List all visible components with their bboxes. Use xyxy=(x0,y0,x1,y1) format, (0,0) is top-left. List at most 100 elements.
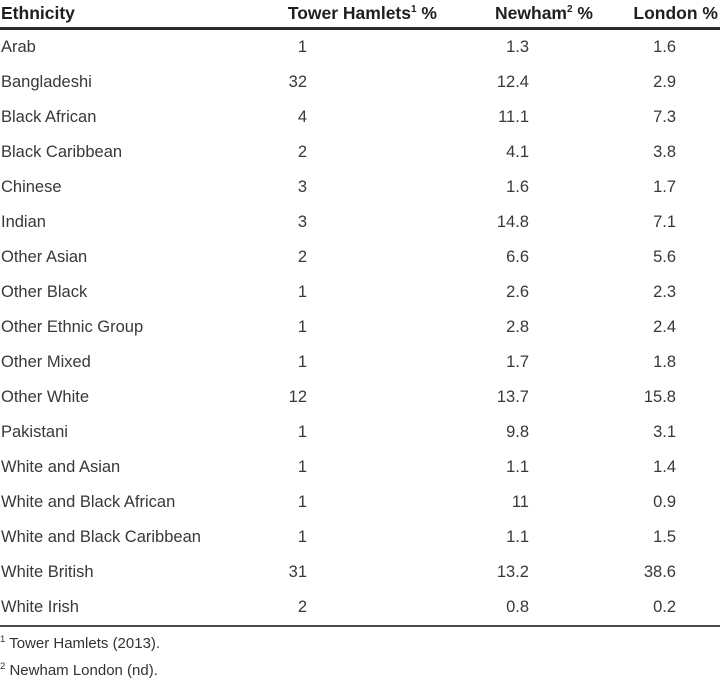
newham-value-cell: 1.3 xyxy=(506,38,529,56)
footnote-newham: 2 Newham London (nd). xyxy=(0,661,720,681)
london-value-cell: 5.6 xyxy=(653,248,676,266)
tower-hamlets-value-cell: 32 xyxy=(288,73,307,91)
table-row: White British 31 13.2 38.6 xyxy=(0,555,720,590)
table-row: Other Asian 2 6.6 5.6 xyxy=(0,240,720,275)
newham-value-cell: 6.6 xyxy=(506,248,529,266)
ethnicity-cell: Pakistani xyxy=(1,423,68,441)
newham-value-cell: 0.8 xyxy=(437,590,593,627)
london-value-cell: 15.8 xyxy=(643,388,676,406)
col-header-london: London % xyxy=(593,0,720,30)
footnote-1-text: Tower Hamlets (2013). xyxy=(9,635,161,652)
col-header-tower-hamlets-label: Tower Hamlets xyxy=(287,3,411,23)
tower-hamlets-value-cell: 1 xyxy=(297,528,307,546)
london-value-cell: 1.7 xyxy=(653,178,676,196)
ethnicity-cell: Other Asian xyxy=(1,248,88,266)
table-row: Other Ethnic Group 1 2.8 2.4 xyxy=(0,310,720,345)
footnote-2-text: Newham London (nd). xyxy=(9,662,158,679)
tower-hamlets-value-cell: 1 xyxy=(297,38,307,56)
col-header-london-suffix: % xyxy=(697,3,718,23)
ethnicity-cell: Other Ethnic Group xyxy=(1,318,144,336)
london-value-cell: 1.4 xyxy=(653,458,676,476)
tower-hamlets-value-cell: 12 xyxy=(288,388,307,406)
newham-value-cell: 1.1 xyxy=(506,458,529,476)
col-header-newham-label: Newham xyxy=(495,3,567,23)
tower-hamlets-value-cell: 1 xyxy=(297,458,307,476)
tower-hamlets-value-cell: 4 xyxy=(297,108,307,126)
london-value-cell: 3.1 xyxy=(653,423,676,441)
table-row: Black African 4 11.1 7.3 xyxy=(0,100,720,135)
newham-value-cell: 1.6 xyxy=(506,178,529,196)
newham-value-cell: 13.7 xyxy=(496,388,529,406)
table-row: Bangladeshi 32 12.4 2.9 xyxy=(0,65,720,100)
newham-value-cell: 12.4 xyxy=(496,73,529,91)
header-footnote-marker-1: 1 xyxy=(411,4,417,16)
col-header-newham: Newham2 % xyxy=(437,0,593,30)
ethnicity-cell: White and Black Caribbean xyxy=(1,528,201,546)
newham-value-cell: 2.6 xyxy=(506,283,529,301)
header-footnote-marker-2: 2 xyxy=(567,4,573,16)
table-row: Other Mixed 1 1.7 1.8 xyxy=(0,345,720,380)
london-value-cell: 38.6 xyxy=(643,563,676,581)
tower-hamlets-value-cell: 1 xyxy=(297,493,307,511)
table-row: Black Caribbean 2 4.1 3.8 xyxy=(0,135,720,170)
table-row: White and Asian 1 1.1 1.4 xyxy=(0,450,720,485)
newham-value-cell: 1.1 xyxy=(506,528,529,546)
newham-value-cell: 11.1 xyxy=(498,108,529,126)
ethnicity-cell: White and Asian xyxy=(1,458,121,476)
newham-value-cell: 13.2 xyxy=(496,563,529,581)
newham-value-cell: 9.8 xyxy=(506,423,529,441)
tower-hamlets-value-cell: 31 xyxy=(288,563,307,581)
tower-hamlets-value-cell: 1 xyxy=(297,318,307,336)
ethnicity-cell: Other Mixed xyxy=(1,353,91,371)
ethnicity-cell: White British xyxy=(1,563,94,581)
col-header-london-label: London xyxy=(633,3,698,23)
col-header-ethnicity: Ethnicity xyxy=(0,0,250,30)
london-value-cell: 7.1 xyxy=(653,213,676,231)
ethnicity-cell: Arab xyxy=(1,38,36,56)
london-value-cell: 2.9 xyxy=(653,73,676,91)
london-value-cell: 7.3 xyxy=(653,108,676,126)
newham-value-cell: 1.7 xyxy=(506,353,529,371)
tower-hamlets-value-cell: 1 xyxy=(297,423,307,441)
newham-value-cell: 2.8 xyxy=(506,318,529,336)
ethnicity-table: Ethnicity Tower Hamlets1 % Newham2 % Lon… xyxy=(0,0,720,627)
london-value-cell: 1.8 xyxy=(653,353,676,371)
ethnicity-cell: Black African xyxy=(1,108,97,126)
table-row: Other White 12 13.7 15.8 xyxy=(0,380,720,415)
ethnicity-cell: White and Black African xyxy=(1,493,176,511)
ethnicity-cell: White Irish xyxy=(0,590,250,627)
tower-hamlets-value-cell: 3 xyxy=(297,213,307,231)
tower-hamlets-value-cell: 2 xyxy=(250,590,437,627)
london-value-cell: 1.5 xyxy=(653,528,676,546)
ethnicity-cell: Bangladeshi xyxy=(1,73,92,91)
footnotes: 1 Tower Hamlets (2013). 2 Newham London … xyxy=(0,634,720,681)
col-header-newham-suffix: % xyxy=(572,3,593,23)
london-value-cell: 2.4 xyxy=(653,318,676,336)
london-value-cell: 0.2 xyxy=(593,590,720,627)
col-header-ethnicity-label: Ethnicity xyxy=(1,3,75,23)
table-row: White Irish 2 0.8 0.2 xyxy=(0,590,720,627)
col-header-tower-hamlets-suffix: % xyxy=(416,3,437,23)
tower-hamlets-value-cell: 2 xyxy=(297,248,307,266)
table-row: White and Black African 1 11 0.9 xyxy=(0,485,720,520)
tower-hamlets-value-cell: 1 xyxy=(297,283,307,301)
london-value-cell: 3.8 xyxy=(653,143,676,161)
table-row: Other Black 1 2.6 2.3 xyxy=(0,275,720,310)
table-row: Arab 1 1.3 1.6 xyxy=(0,29,720,66)
footnote-1-marker: 1 xyxy=(0,634,6,645)
newham-value-cell: 14.8 xyxy=(496,213,529,231)
table-row: White and Black Caribbean 1 1.1 1.5 xyxy=(0,520,720,555)
table-body: Arab 1 1.3 1.6 Bangladeshi 32 12.4 2.9 B… xyxy=(0,29,720,627)
newham-value-cell: 4.1 xyxy=(506,143,529,161)
table-row: Chinese 3 1.6 1.7 xyxy=(0,170,720,205)
london-value-cell: 2.3 xyxy=(653,283,676,301)
header-row: Ethnicity Tower Hamlets1 % Newham2 % Lon… xyxy=(0,0,720,30)
tower-hamlets-value-cell: 1 xyxy=(297,353,307,371)
footnote-tower-hamlets: 1 Tower Hamlets (2013). xyxy=(0,634,720,654)
ethnicity-cell: Chinese xyxy=(1,178,62,196)
tower-hamlets-value-cell: 3 xyxy=(297,178,307,196)
table-row: Pakistani 1 9.8 3.1 xyxy=(0,415,720,450)
tower-hamlets-value-cell: 2 xyxy=(297,143,307,161)
ethnicity-cell: Black Caribbean xyxy=(1,143,123,161)
